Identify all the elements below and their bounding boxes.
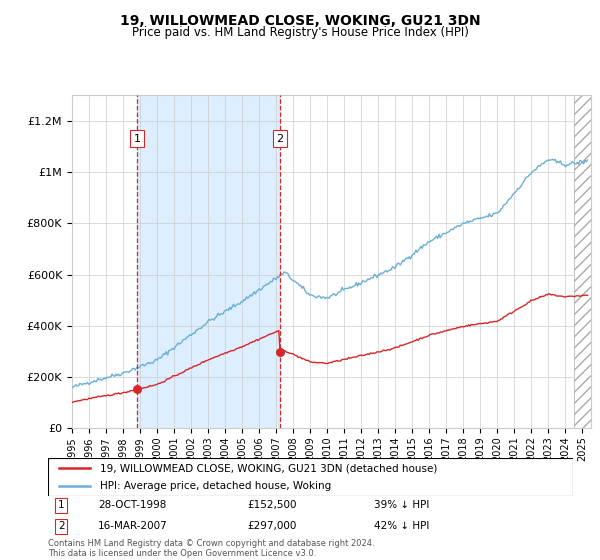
Text: Contains HM Land Registry data © Crown copyright and database right 2024.
This d: Contains HM Land Registry data © Crown c…: [48, 539, 374, 558]
Bar: [574, 95, 591, 428]
Text: 42% ↓ HPI: 42% ↓ HPI: [373, 521, 429, 531]
Text: Price paid vs. HM Land Registry's House Price Index (HPI): Price paid vs. HM Land Registry's House …: [131, 26, 469, 39]
Point: [275, 348, 284, 357]
Text: £297,000: £297,000: [248, 521, 297, 531]
Text: 2: 2: [276, 134, 283, 144]
Point: [133, 385, 142, 394]
Text: 39% ↓ HPI: 39% ↓ HPI: [373, 501, 429, 510]
Text: £152,500: £152,500: [248, 501, 297, 510]
Text: 1: 1: [58, 501, 64, 510]
Text: 16-MAR-2007: 16-MAR-2007: [98, 521, 167, 531]
Bar: [574, 95, 591, 428]
Bar: [137, 95, 280, 428]
Text: 19, WILLOWMEAD CLOSE, WOKING, GU21 3DN: 19, WILLOWMEAD CLOSE, WOKING, GU21 3DN: [119, 14, 481, 28]
Text: 19, WILLOWMEAD CLOSE, WOKING, GU21 3DN (detached house): 19, WILLOWMEAD CLOSE, WOKING, GU21 3DN (…: [101, 463, 438, 473]
Text: 28-OCT-1998: 28-OCT-1998: [98, 501, 166, 510]
Text: 1: 1: [134, 134, 140, 144]
Text: 2: 2: [58, 521, 64, 531]
FancyBboxPatch shape: [48, 458, 573, 496]
Text: HPI: Average price, detached house, Woking: HPI: Average price, detached house, Woki…: [101, 481, 332, 491]
